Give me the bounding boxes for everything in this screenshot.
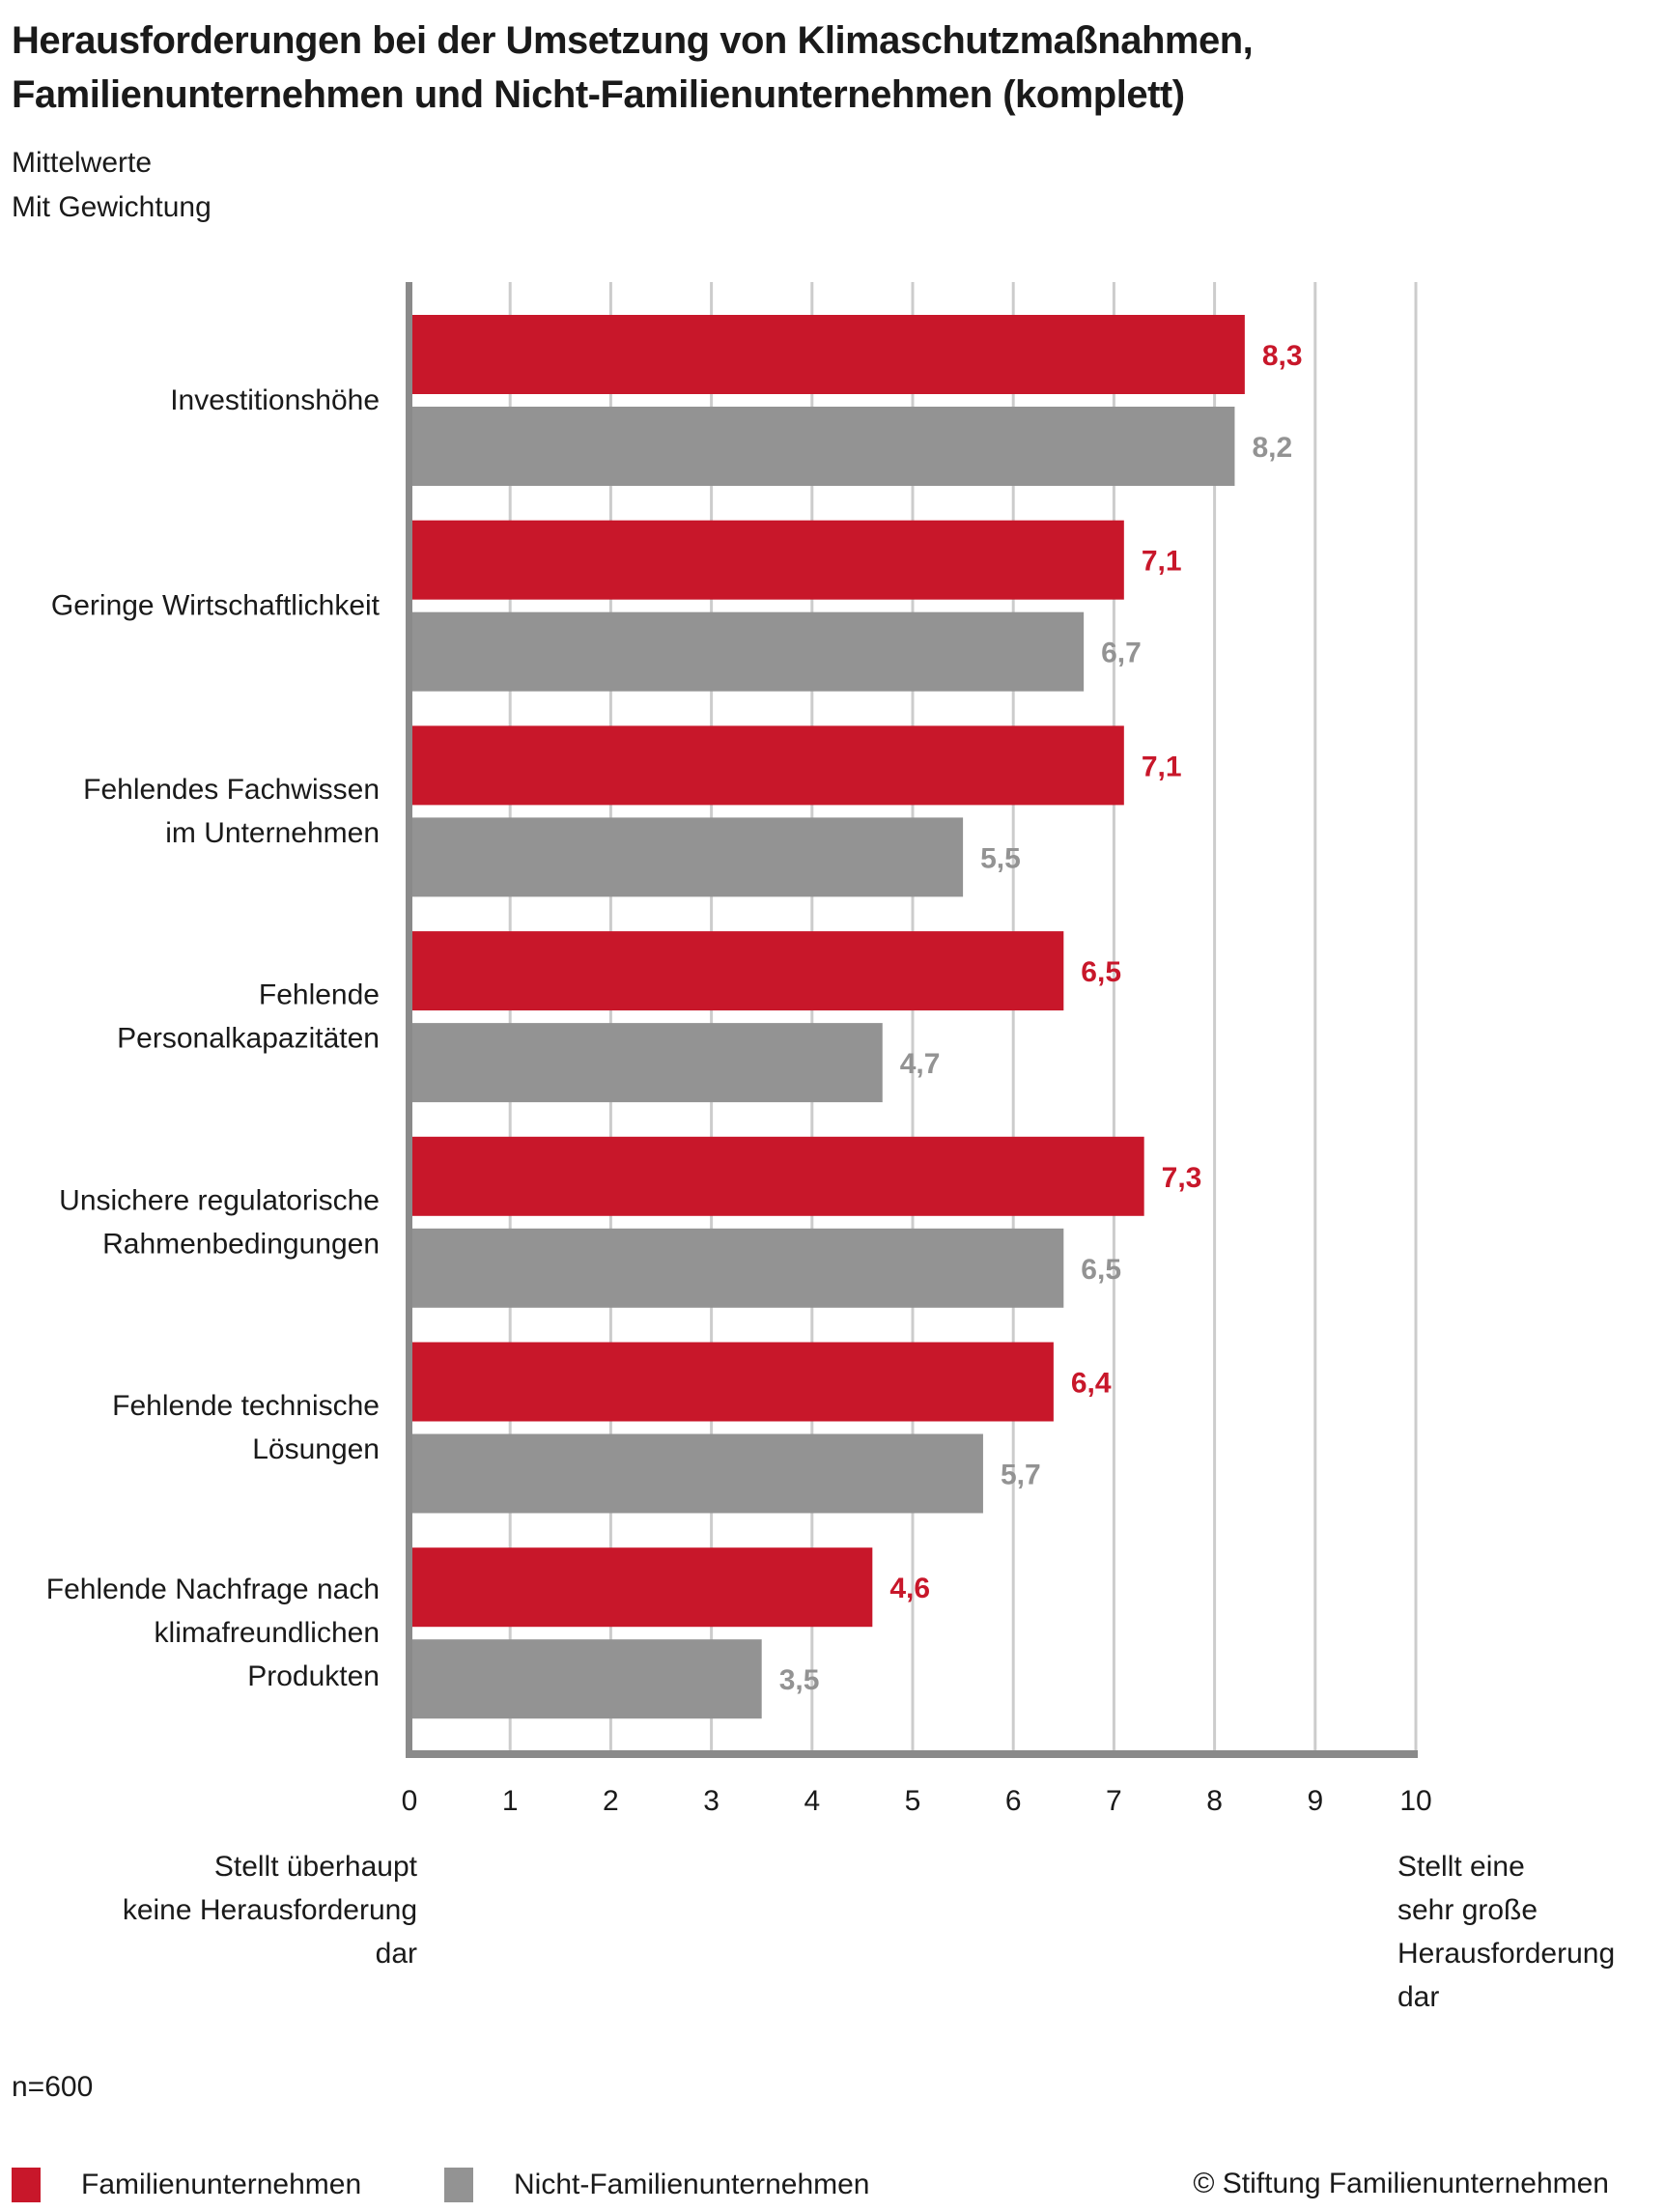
legend-swatch-gray [444,2168,473,2202]
bar-chart: 0 1 2 3 4 5 6 7 8 9 10 8,3 8,2 Investitionshöhe 7,1 6,7… [46,282,1432,1817]
subtitle-line-2: Mit Gewichtung [12,191,212,223]
x-tick-label: 2 [603,1785,619,1817]
data-label: 8,3 [1262,340,1303,372]
chart-title: Herausforderungen bei der Umsetzung von … [12,14,1254,122]
bar-familien [412,725,1124,806]
x-low-label-line: Stellt überhaupt [213,1851,417,1883]
x-axis-line [406,1750,1418,1758]
category-label: Personalkapazitäten [117,1023,380,1055]
x-tick-label: 8 [1206,1785,1223,1817]
category-label: Fehlende Nachfrage nach [46,1574,380,1605]
data-label: 3,5 [779,1664,820,1696]
x-low-label: Stellt überhaupt keine Herausforderung d… [123,1845,417,1975]
x-high-label-line: sehr große [1397,1894,1538,1926]
category-label: Fehlende technische [112,1390,380,1422]
x-high-label-line: Herausforderung [1397,1938,1616,1970]
bar-familien [412,315,1245,394]
data-label: 6,5 [1081,1254,1121,1286]
category-label: Lösungen [252,1433,380,1465]
title-line-1: Herausforderungen bei der Umsetzung von … [12,19,1254,62]
category-label: Investitionshöhe [170,384,380,416]
x-tick-label: 4 [804,1785,820,1817]
x-high-label: Stellt eine sehr große Herausforderung d… [1397,1845,1615,2019]
bar-nicht-familien [412,1639,762,1719]
bar-familien [412,1547,873,1628]
x-tick-label: 6 [1005,1785,1022,1817]
x-tick-label: 3 [703,1785,720,1817]
data-label: 4,7 [900,1048,941,1080]
copyright-text: © Stiftung Familienunternehmen [1193,2168,1609,2199]
x-tick-label: 10 [1399,1785,1431,1817]
bar-nicht-familien [412,407,1235,486]
category-label: Rahmenbedingungen [102,1228,380,1260]
bar-familien [412,520,1124,600]
bar-familien [412,1342,1054,1422]
data-label: 6,5 [1081,956,1121,988]
legend-swatch-red [12,2168,41,2202]
data-label: 8,2 [1252,432,1292,464]
bar-nicht-familien [412,1228,1064,1308]
category-label: Fehlendes Fachwissen [83,774,380,806]
data-label: 6,7 [1101,638,1142,669]
bar-nicht-familien [412,611,1085,692]
x-tick-label: 9 [1307,1785,1323,1817]
x-low-label-line: keine Herausforderung [122,1894,417,1926]
legend-item-nicht-familien: Nicht-Familienunternehmen [444,2168,870,2202]
x-tick-label: 1 [502,1785,519,1817]
chart-subtitle: Mittelwerte Mit Gewichtung [12,141,212,230]
category-label: im Unternehmen [165,817,380,849]
legend-item-familien: Familienunternehmen [12,2168,361,2202]
bar-nicht-familien [412,1433,983,1514]
legend-label: Familienunternehmen [81,2169,362,2200]
data-label: 7,1 [1142,751,1182,782]
subtitle-line-1: Mittelwerte [12,147,153,179]
data-label: 7,3 [1162,1162,1202,1194]
title-line-2: Familienunternehmen und Nicht-Familienun… [12,73,1185,116]
category-label: Fehlende [259,979,380,1011]
data-label: 4,6 [889,1573,930,1604]
bar-familien [412,1136,1144,1216]
copyright: © Stiftung Familienunternehmen [1193,2168,1609,2200]
x-tick-label: 7 [1106,1785,1122,1817]
data-label: 5,7 [1001,1460,1041,1491]
data-label: 6,4 [1071,1368,1112,1400]
x-tick-label: 5 [905,1785,921,1817]
bar-nicht-familien [412,1023,883,1103]
x-high-label-line: dar [1397,1981,1440,2013]
category-label: klimafreundlichen [155,1617,380,1649]
bar-nicht-familien [412,817,964,897]
category-label: Produkten [247,1660,380,1692]
category-label: Unsichere regulatorische [59,1184,380,1216]
bar-familien [412,931,1064,1011]
data-label: 7,1 [1142,546,1182,578]
data-label: 5,5 [980,842,1021,874]
x-tick-label: 0 [402,1785,418,1817]
sample-size-note: n=600 [12,2071,94,2103]
x-low-label-line: dar [375,1938,417,1970]
y-axis-line [406,282,412,1758]
x-high-label-line: Stellt eine [1397,1851,1525,1883]
category-label: Geringe Wirtschaftlichkeit [51,590,381,622]
legend-label: Nicht-Familienunternehmen [514,2169,870,2200]
